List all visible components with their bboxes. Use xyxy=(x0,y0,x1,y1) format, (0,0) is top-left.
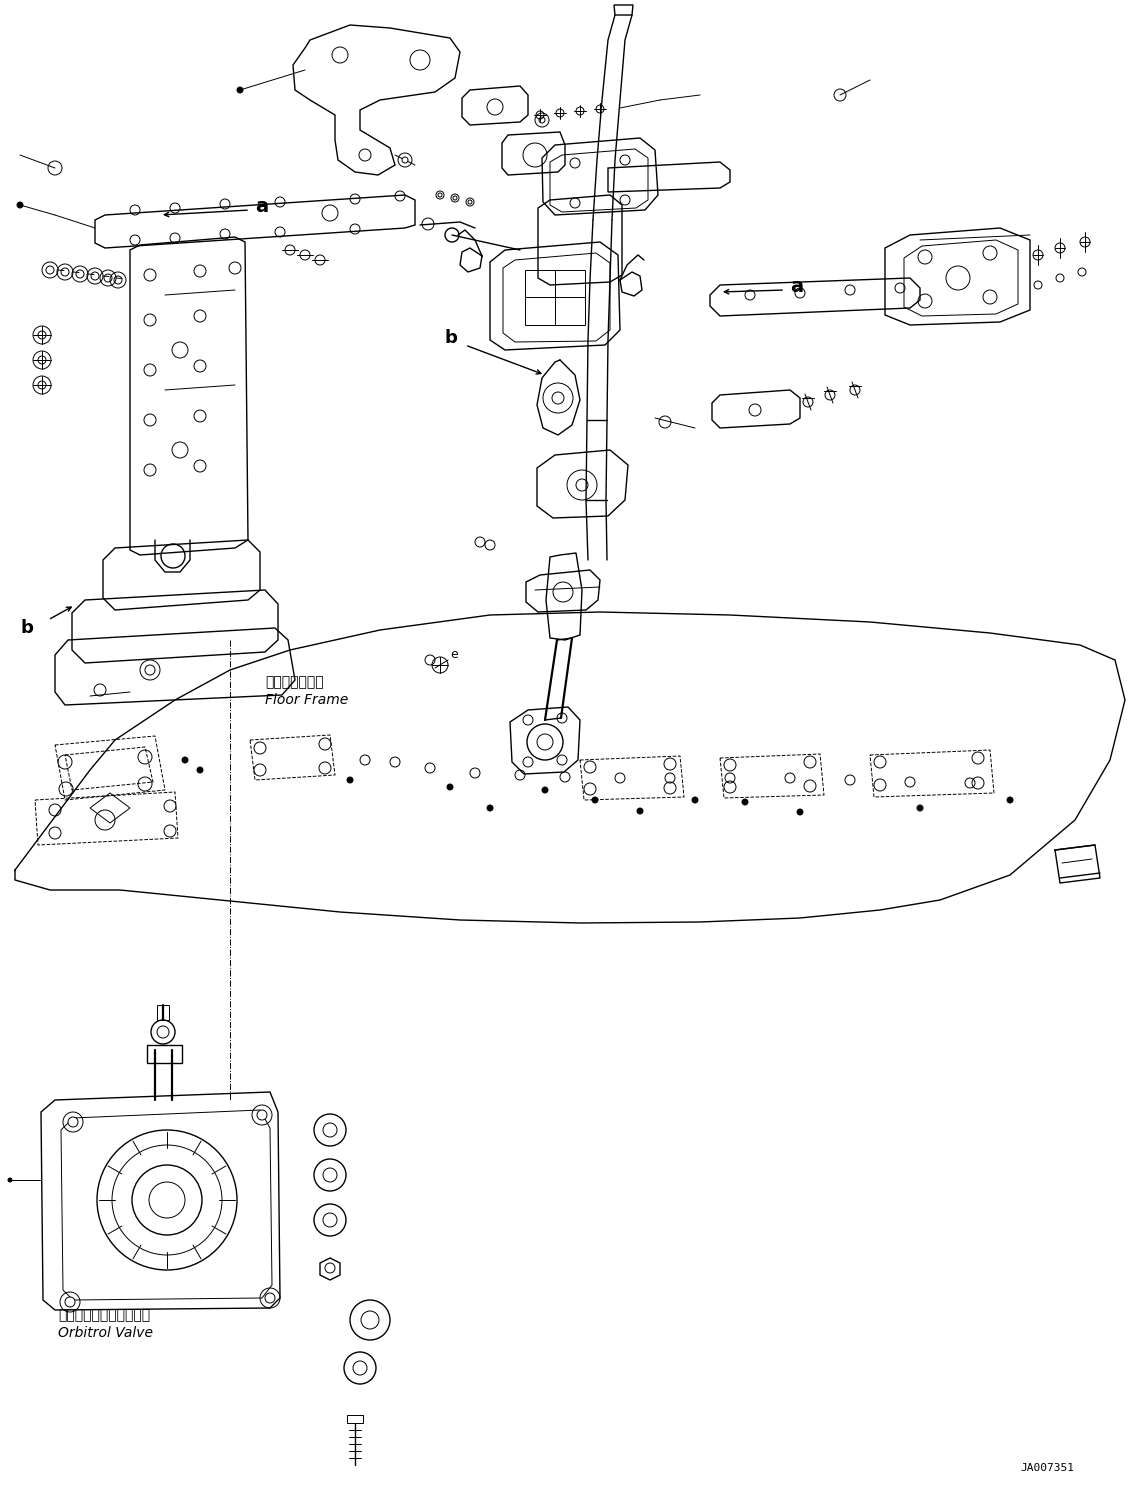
Text: フロアフレーム: フロアフレーム xyxy=(265,674,323,689)
Circle shape xyxy=(265,1294,275,1303)
Circle shape xyxy=(692,797,699,803)
Bar xyxy=(348,1414,362,1423)
Circle shape xyxy=(17,201,23,207)
Circle shape xyxy=(68,1118,78,1126)
Circle shape xyxy=(543,786,548,794)
Circle shape xyxy=(8,1179,11,1182)
Circle shape xyxy=(447,783,453,789)
Text: オービットロールバルブ: オービットロールバルブ xyxy=(58,1308,150,1322)
Text: Floor Frame: Floor Frame xyxy=(265,692,349,707)
Text: e: e xyxy=(450,649,458,661)
Bar xyxy=(147,1044,182,1062)
Circle shape xyxy=(487,806,493,812)
Text: a: a xyxy=(255,197,268,215)
Circle shape xyxy=(401,157,408,163)
Circle shape xyxy=(348,777,353,783)
Circle shape xyxy=(237,87,243,93)
Text: Orbitrol Valve: Orbitrol Valve xyxy=(58,1326,153,1340)
Text: b: b xyxy=(445,330,458,348)
Text: b: b xyxy=(19,619,33,637)
Text: JA007351: JA007351 xyxy=(1020,1464,1074,1473)
Text: a: a xyxy=(790,278,803,297)
Circle shape xyxy=(637,809,643,815)
Circle shape xyxy=(742,800,748,806)
Circle shape xyxy=(592,797,598,803)
Circle shape xyxy=(257,1110,267,1120)
Bar xyxy=(525,270,585,325)
Circle shape xyxy=(182,756,188,762)
Circle shape xyxy=(916,806,923,812)
Circle shape xyxy=(197,767,203,773)
Circle shape xyxy=(797,809,803,815)
Circle shape xyxy=(65,1297,75,1307)
Circle shape xyxy=(1007,797,1013,803)
